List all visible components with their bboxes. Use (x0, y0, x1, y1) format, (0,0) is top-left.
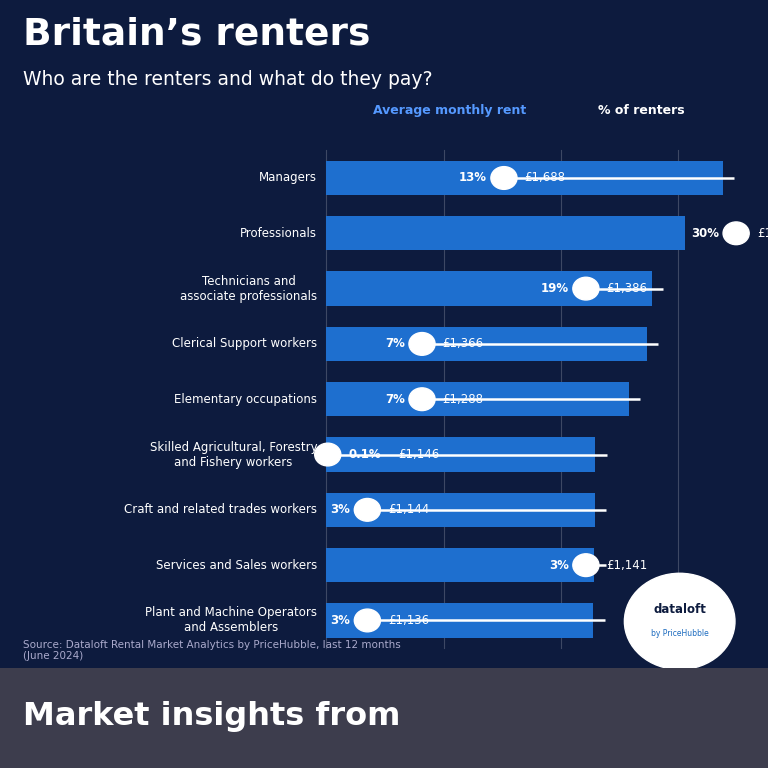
Text: Plant and Machine Operators
and Assemblers: Plant and Machine Operators and Assemble… (145, 607, 317, 634)
Text: Elementary occupations: Elementary occupations (174, 392, 317, 406)
Text: £1,366: £1,366 (442, 337, 484, 350)
Text: £1,288: £1,288 (442, 392, 484, 406)
Text: £1,529: £1,529 (756, 227, 768, 240)
Text: by PriceHubble: by PriceHubble (650, 629, 709, 638)
Text: Clerical Support workers: Clerical Support workers (172, 337, 317, 350)
Text: £1,141: £1,141 (607, 558, 648, 571)
Circle shape (624, 573, 735, 670)
Text: Craft and related trades workers: Craft and related trades workers (124, 503, 317, 516)
FancyBboxPatch shape (326, 271, 651, 306)
Circle shape (354, 609, 380, 632)
Circle shape (723, 222, 750, 245)
Text: Market insights from: Market insights from (23, 700, 400, 732)
Text: Services and Sales workers: Services and Sales workers (156, 558, 317, 571)
Text: £1,146: £1,146 (399, 448, 439, 461)
FancyBboxPatch shape (326, 382, 629, 416)
Text: 3%: 3% (330, 503, 350, 516)
Circle shape (315, 443, 341, 466)
Circle shape (354, 498, 380, 521)
Circle shape (409, 333, 435, 356)
FancyBboxPatch shape (326, 161, 723, 195)
Text: 7%: 7% (386, 392, 405, 406)
Text: 0.1%: 0.1% (349, 448, 381, 461)
Text: 19%: 19% (541, 282, 569, 295)
Text: £1,688: £1,688 (525, 171, 566, 184)
Text: Britain’s renters: Britain’s renters (23, 17, 370, 53)
Circle shape (573, 554, 599, 577)
Text: Skilled Agricultural, Forestry
and Fishery workers: Skilled Agricultural, Forestry and Fishe… (150, 441, 317, 468)
Text: % of renters: % of renters (598, 104, 684, 117)
Text: 30%: 30% (691, 227, 719, 240)
Text: 3%: 3% (549, 558, 569, 571)
FancyBboxPatch shape (326, 548, 594, 582)
Text: Who are the renters and what do they pay?: Who are the renters and what do they pay… (23, 70, 432, 89)
Text: £1,386: £1,386 (607, 282, 647, 295)
Text: 13%: 13% (459, 171, 487, 184)
Text: £1,136: £1,136 (388, 614, 429, 627)
Text: £1,144: £1,144 (388, 503, 429, 516)
FancyBboxPatch shape (326, 604, 593, 637)
Circle shape (491, 167, 517, 190)
FancyBboxPatch shape (326, 438, 595, 472)
Text: Managers: Managers (259, 171, 317, 184)
Circle shape (573, 277, 599, 300)
FancyBboxPatch shape (326, 216, 685, 250)
Text: 7%: 7% (386, 337, 405, 350)
Text: Technicians and
associate professionals: Technicians and associate professionals (180, 275, 317, 303)
Text: Source: Dataloft Rental Market Analytics by PriceHubble, last 12 months
(June 20: Source: Dataloft Rental Market Analytics… (23, 640, 401, 661)
Text: Average monthly rent: Average monthly rent (372, 104, 526, 117)
FancyBboxPatch shape (326, 326, 647, 361)
Text: dataloft: dataloft (654, 603, 706, 616)
Text: 3%: 3% (330, 614, 350, 627)
Text: Professionals: Professionals (240, 227, 317, 240)
Circle shape (409, 388, 435, 411)
FancyBboxPatch shape (326, 493, 595, 527)
